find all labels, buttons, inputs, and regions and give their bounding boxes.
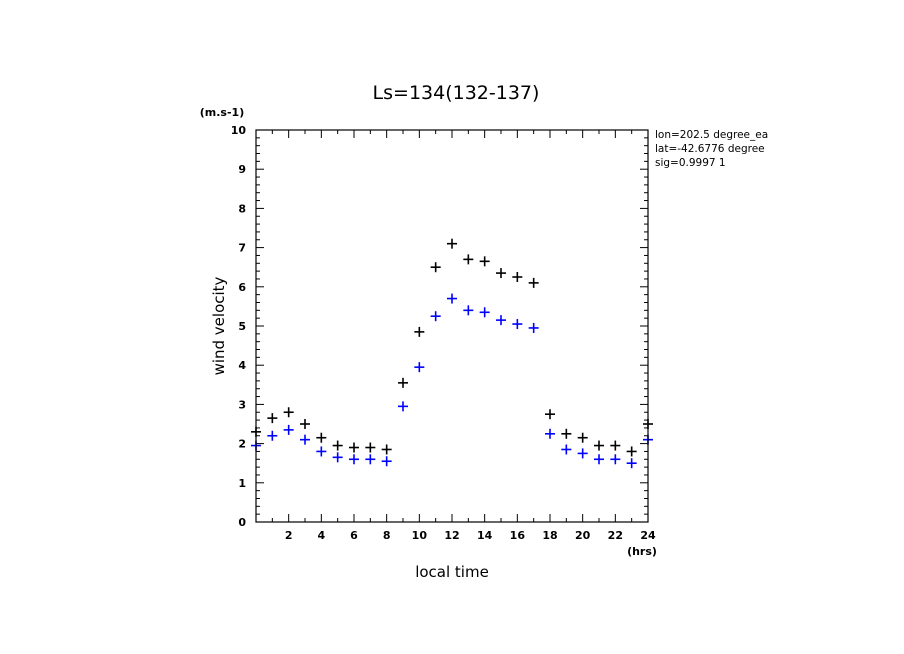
data-point	[332, 452, 343, 463]
x-tick-label: 2	[285, 529, 293, 542]
data-point	[496, 268, 506, 279]
data-point	[381, 456, 392, 467]
x-tick-label: 18	[542, 529, 557, 542]
data-point	[430, 311, 441, 322]
data-point	[332, 440, 343, 451]
x-tick-label: 16	[510, 529, 526, 542]
info-line-lat: lat=-42.6776 degree	[655, 143, 765, 155]
data-point	[300, 434, 310, 445]
y-tick-label: 3	[238, 398, 246, 411]
data-point	[463, 305, 474, 316]
data-point	[512, 272, 523, 282]
series-1	[251, 293, 653, 469]
x-tick-label: 10	[412, 529, 428, 542]
series-0	[251, 238, 653, 457]
info-clip-mask	[779, 125, 819, 175]
y-tick-label: 7	[238, 242, 246, 255]
data-point	[577, 432, 588, 443]
data-point	[414, 326, 425, 337]
x-unit-label: (hrs)	[627, 545, 657, 558]
data-point	[283, 424, 294, 435]
data-point	[414, 362, 425, 373]
data-point	[610, 440, 621, 451]
y-tick-label: 2	[238, 438, 246, 451]
data-point	[512, 319, 523, 330]
x-tick-label: 6	[350, 529, 358, 542]
data-point	[496, 315, 506, 326]
x-tick-label: 12	[444, 529, 459, 542]
y-axis-label: wind velocity	[210, 276, 228, 375]
data-point	[398, 377, 408, 388]
data-point	[447, 238, 457, 249]
data-point	[316, 432, 327, 443]
chart-title: Ls=134(132-137)	[373, 82, 540, 104]
data-point	[610, 454, 621, 465]
axis-ticks	[255, 129, 649, 523]
data-point	[365, 442, 376, 453]
info-line-sig: sig=0.9997 1	[655, 157, 726, 169]
data-point	[545, 428, 555, 439]
x-tick-label: 8	[383, 529, 391, 542]
y-tick-label: 0	[238, 516, 246, 529]
data-point	[626, 458, 637, 469]
data-point	[528, 322, 539, 333]
data-point	[626, 446, 637, 457]
plot-frame	[255, 129, 649, 523]
y-tick-label: 6	[238, 281, 246, 294]
data-point	[267, 430, 278, 441]
data-point	[349, 442, 359, 453]
data-point	[365, 454, 376, 465]
y-tick-label: 5	[238, 320, 246, 333]
data-point	[561, 444, 572, 455]
data-point	[561, 428, 572, 439]
y-unit-label: (m.s-1)	[200, 106, 244, 119]
y-tick-label: 10	[231, 124, 247, 137]
y-tick-label: 1	[238, 477, 246, 490]
data-point	[430, 262, 441, 273]
data-point	[381, 444, 392, 455]
x-tick-label: 14	[477, 529, 493, 542]
data-point	[300, 419, 310, 429]
data-point	[447, 293, 457, 304]
info-line-lon: lon=202.5 degree_ea	[655, 129, 768, 141]
data-point	[283, 407, 294, 418]
data-point	[577, 448, 588, 459]
x-tick-label: 24	[640, 529, 656, 542]
y-tick-label: 8	[238, 202, 246, 215]
data-point	[594, 454, 604, 465]
data-point	[349, 454, 359, 465]
data-point	[398, 401, 408, 412]
data-point	[594, 440, 604, 451]
data-point	[463, 254, 474, 265]
x-tick-label: 4	[318, 529, 326, 542]
data-marks	[251, 238, 653, 469]
data-point	[479, 307, 490, 318]
data-point	[316, 446, 327, 457]
x-tick-label: 20	[575, 529, 591, 542]
data-point	[545, 409, 555, 420]
data-point	[479, 256, 490, 267]
x-tick-label: 22	[608, 529, 623, 542]
x-axis-label: local time	[415, 563, 489, 581]
y-tick-label: 4	[238, 359, 246, 372]
y-tick-label: 9	[238, 163, 246, 176]
data-point	[267, 413, 278, 424]
data-point	[528, 277, 539, 288]
